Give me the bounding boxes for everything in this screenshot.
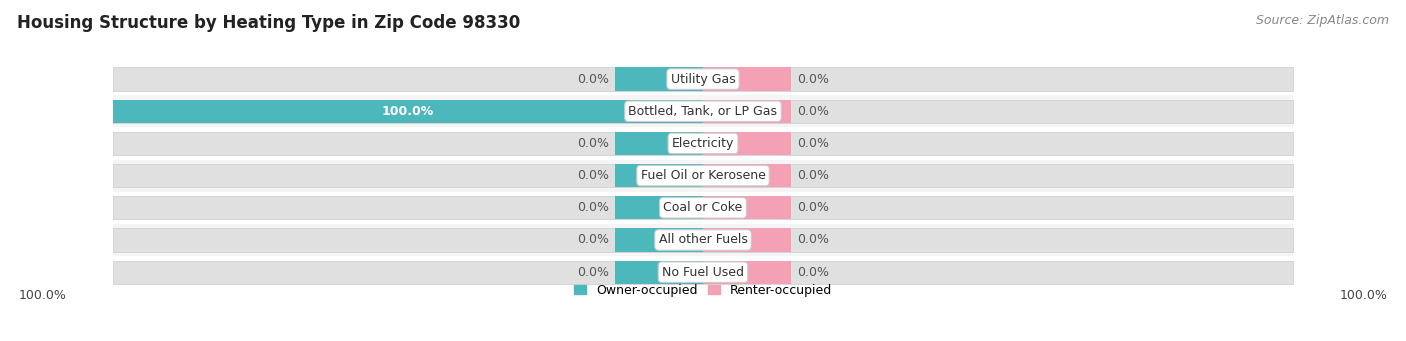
Text: Fuel Oil or Kerosene: Fuel Oil or Kerosene bbox=[641, 169, 765, 182]
Bar bbox=[703, 228, 792, 252]
Text: Source: ZipAtlas.com: Source: ZipAtlas.com bbox=[1256, 14, 1389, 27]
Text: 100.0%: 100.0% bbox=[1340, 289, 1388, 302]
Text: Utility Gas: Utility Gas bbox=[671, 73, 735, 86]
Text: Housing Structure by Heating Type in Zip Code 98330: Housing Structure by Heating Type in Zip… bbox=[17, 14, 520, 32]
Bar bbox=[703, 100, 792, 123]
Bar bbox=[114, 160, 1292, 192]
Bar bbox=[114, 164, 1292, 187]
Text: 0.0%: 0.0% bbox=[797, 201, 830, 214]
Bar bbox=[114, 100, 1292, 123]
Bar bbox=[614, 132, 703, 155]
Text: 0.0%: 0.0% bbox=[576, 201, 609, 214]
Text: Electricity: Electricity bbox=[672, 137, 734, 150]
Bar bbox=[114, 192, 1292, 224]
Text: 0.0%: 0.0% bbox=[797, 266, 830, 279]
Text: 100.0%: 100.0% bbox=[382, 105, 434, 118]
Text: 0.0%: 0.0% bbox=[576, 234, 609, 247]
Text: 0.0%: 0.0% bbox=[576, 266, 609, 279]
Bar bbox=[614, 261, 703, 284]
Bar bbox=[614, 228, 703, 252]
Bar bbox=[114, 127, 1292, 160]
Text: 0.0%: 0.0% bbox=[576, 73, 609, 86]
Text: 0.0%: 0.0% bbox=[797, 234, 830, 247]
Bar bbox=[703, 196, 792, 219]
Bar bbox=[114, 256, 1292, 288]
Bar bbox=[614, 196, 703, 219]
Bar bbox=[703, 261, 792, 284]
Text: 100.0%: 100.0% bbox=[18, 289, 66, 302]
Legend: Owner-occupied, Renter-occupied: Owner-occupied, Renter-occupied bbox=[568, 279, 838, 302]
Bar bbox=[114, 228, 1292, 252]
Bar bbox=[114, 132, 1292, 155]
Text: All other Fuels: All other Fuels bbox=[658, 234, 748, 247]
Text: Coal or Coke: Coal or Coke bbox=[664, 201, 742, 214]
Bar bbox=[114, 95, 1292, 127]
Text: 0.0%: 0.0% bbox=[797, 137, 830, 150]
Text: 0.0%: 0.0% bbox=[797, 73, 830, 86]
Bar bbox=[114, 100, 703, 123]
Text: 0.0%: 0.0% bbox=[797, 169, 830, 182]
Bar bbox=[703, 132, 792, 155]
Bar bbox=[114, 196, 1292, 219]
Text: 0.0%: 0.0% bbox=[576, 137, 609, 150]
Bar bbox=[114, 261, 1292, 284]
Bar bbox=[114, 224, 1292, 256]
Text: 0.0%: 0.0% bbox=[797, 105, 830, 118]
Text: Bottled, Tank, or LP Gas: Bottled, Tank, or LP Gas bbox=[628, 105, 778, 118]
Text: No Fuel Used: No Fuel Used bbox=[662, 266, 744, 279]
Bar bbox=[114, 68, 1292, 91]
Bar bbox=[614, 164, 703, 187]
Text: 0.0%: 0.0% bbox=[576, 169, 609, 182]
Bar bbox=[114, 63, 1292, 95]
Bar bbox=[614, 68, 703, 91]
Bar bbox=[703, 164, 792, 187]
Bar bbox=[703, 68, 792, 91]
